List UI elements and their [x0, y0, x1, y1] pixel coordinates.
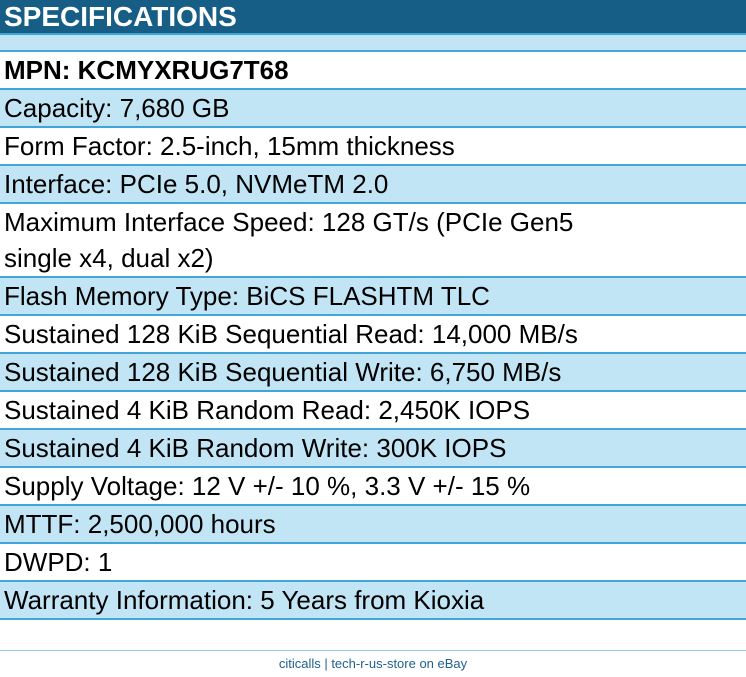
spec-rows-container: MPN: KCMYXRUG7T68 Capacity: 7,680 GB Form … [0, 52, 746, 620]
spec-row: Maximum Interface Speed: 128 GT/s (PCIe … [0, 204, 746, 278]
spec-row: DWPD: 1 [0, 544, 746, 582]
footer-divider [0, 650, 746, 651]
spec-row: Interface: PCIe 5.0, NVMeTM 2.0 [0, 166, 746, 204]
specifications-header: SPECIFICATIONS [0, 0, 746, 35]
footer-attribution: citicalls | tech-r-us-store on eBay [278, 656, 468, 671]
spec-row: MPN: KCMYXRUG7T68 [0, 52, 746, 90]
spec-row: Form Factor: 2.5-inch, 15mm thickness [0, 128, 746, 166]
spec-row: Supply Voltage: 12 V +/- 10 %, 3.3 V +/-… [0, 468, 746, 506]
spec-row: Sustained 128 KiB Sequential Read: 14,00… [0, 316, 746, 354]
spacer-row [0, 35, 746, 52]
spec-row: Warranty Information: 5 Years from Kioxi… [0, 582, 746, 620]
spec-row: Sustained 4 KiB Random Write: 300K IOPS [0, 430, 746, 468]
spec-row: MTTF: 2,500,000 hours [0, 506, 746, 544]
spec-row: Sustained 4 KiB Random Read: 2,450K IOPS [0, 392, 746, 430]
spec-row: Capacity: 7,680 GB [0, 90, 746, 128]
spec-row: Flash Memory Type: BiCS FLASHTM TLC [0, 278, 746, 316]
spec-row: Sustained 128 KiB Sequential Write: 6,75… [0, 354, 746, 392]
